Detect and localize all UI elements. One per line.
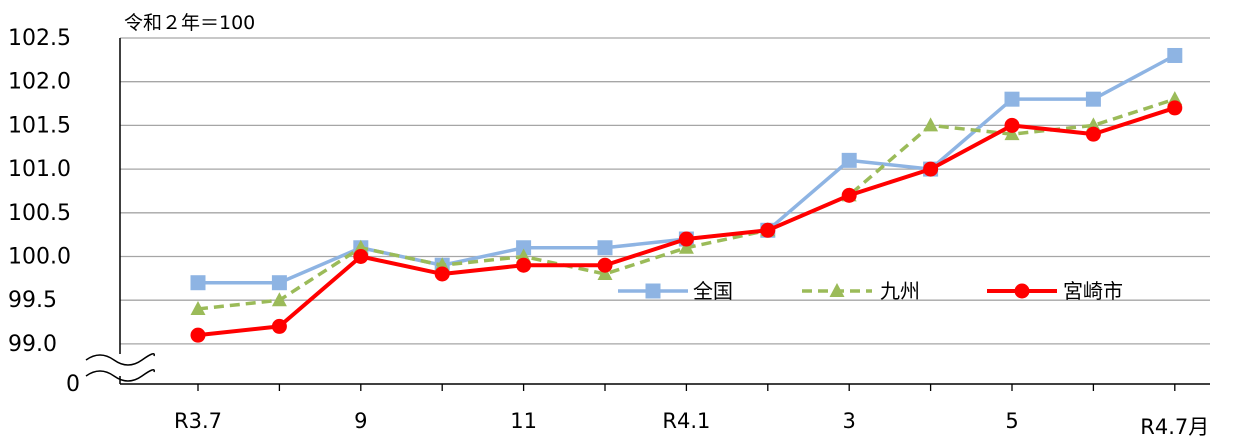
data-point-circle [1004,117,1020,133]
y-tick-label: 0 [66,372,80,397]
data-point-triangle [678,239,694,254]
data-point-circle [678,231,694,247]
data-point-circle [760,222,776,238]
data-point-circle [434,266,450,282]
data-point-square [1085,91,1101,107]
data-point-triangle [1004,126,1020,141]
legend-item: 宮崎市 [987,279,1123,303]
data-point-circle [190,327,206,343]
data-point-square [1004,91,1020,107]
y-tick-label: 101.0 [8,157,71,182]
data-point-square [645,283,661,299]
data-point-circle [841,187,857,203]
data-point-square [597,240,613,256]
data-point-square [841,152,857,168]
series-宮崎市 [190,100,1183,343]
data-point-circle [1167,100,1183,116]
x-tick-label: R4.1 [662,409,710,433]
y-tick-label: 99.0 [8,332,57,357]
data-point-triangle [829,283,845,297]
legend-item: 全国 [618,279,733,303]
data-point-circle [1085,126,1101,142]
data-point-triangle [190,300,206,315]
x-tick-label: 3 [843,409,856,433]
data-point-circle [597,257,613,273]
data-point-circle [923,161,939,177]
data-point-circle [353,249,369,264]
x-tick-label: 5 [1005,409,1018,433]
data-point-square [271,275,287,291]
y-tick-label: 101.5 [8,113,71,138]
y-tick-label: 102.0 [8,70,71,95]
legend-label: 九州 [880,279,920,303]
unit-label: 令和２年＝100 [124,12,255,34]
x-tick-label: 11 [510,409,537,433]
data-point-circle [516,257,532,273]
legend-item: 九州 [802,279,920,303]
data-point-circle [271,318,287,334]
y-tick-label: 99.5 [8,288,57,313]
legend-label: 全国 [693,279,733,303]
series-line [197,97,1176,311]
legend-label: 宮崎市 [1063,279,1123,303]
series-九州 [190,91,1183,315]
data-point-triangle [597,265,613,280]
y-tick-label: 100.0 [8,245,71,270]
axis-break-mark [85,353,155,366]
data-point-circle [1014,283,1030,299]
data-point-square [190,275,206,291]
data-point-square [1167,47,1183,63]
x-tick-label: R3.7 [174,409,222,433]
y-tick-label: 100.5 [8,201,71,226]
axis-break-mark [85,369,155,382]
x-tick-label: 9 [354,409,367,433]
x-tick-label: R4.7月 [1140,415,1209,438]
series-line [197,106,1176,338]
data-point-triangle [923,117,939,132]
data-point-triangle [271,292,287,307]
data-point-square [516,240,532,256]
y-tick-label: 102.5 [8,26,71,51]
